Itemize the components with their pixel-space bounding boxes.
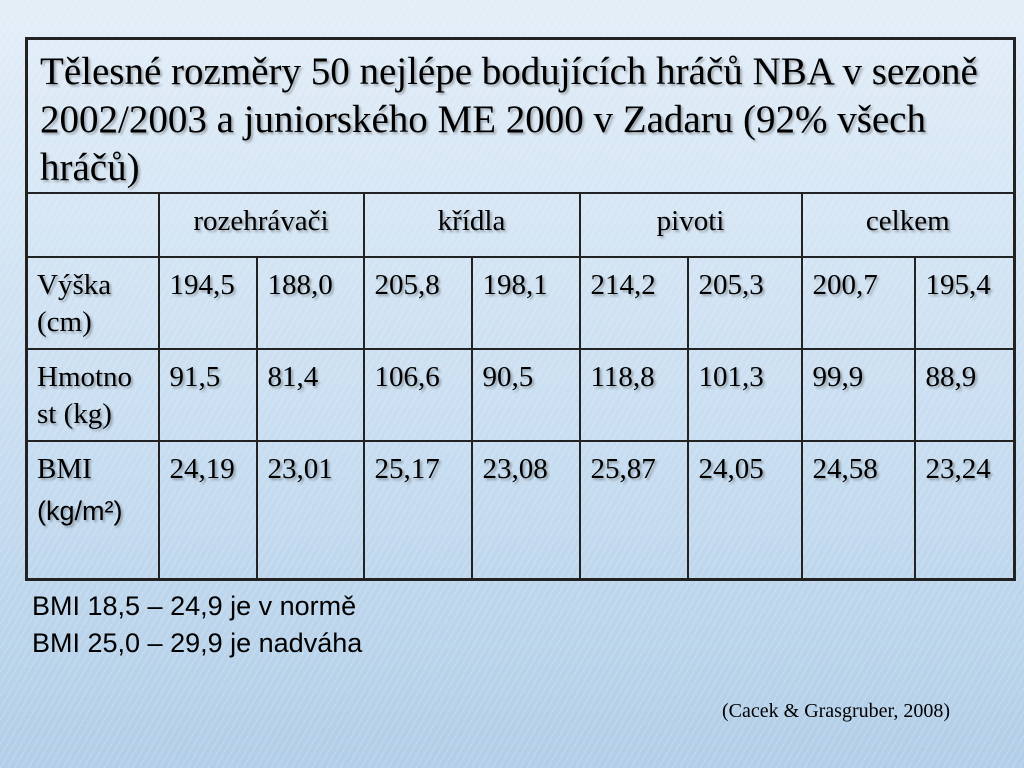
row-label-bmi: BMI (kg/m²)	[25, 440, 160, 580]
value-cell: 101,3	[686, 348, 803, 442]
value-cell: 88,9	[913, 348, 1016, 442]
value-cell: 23,01	[255, 440, 365, 580]
row-label-unit: st (kg)	[37, 398, 112, 430]
value-cell: 205,3	[686, 256, 803, 350]
row-label-line: Výška	[37, 269, 112, 301]
value-cell: 25,17	[362, 440, 473, 580]
row-label-line: Hmotno	[37, 361, 133, 393]
row-label-unit: (cm)	[37, 306, 92, 338]
group-header-rozehravaci: rozehrávači	[157, 192, 365, 258]
body-measurements-table: Tělesné rozměry 50 nejlépe bodujících hr…	[25, 37, 1017, 581]
row-label-weight: Hmotno st (kg)	[25, 348, 160, 442]
group-header-celkem: celkem	[800, 192, 1016, 258]
row-label-line: BMI	[37, 453, 92, 485]
value-cell: 81,4	[255, 348, 365, 442]
bmi-notes: BMI 18,5 – 24,9 je v normě BMI 25,0 – 29…	[32, 588, 362, 662]
slide-title: Tělesné rozměry 50 nejlépe bodujících hr…	[25, 37, 1016, 194]
value-cell: 24,58	[800, 440, 916, 580]
value-cell: 24,05	[686, 440, 803, 580]
value-cell: 198,1	[470, 256, 581, 350]
value-cell: 195,4	[913, 256, 1016, 350]
value-cell: 118,8	[578, 348, 689, 442]
value-cell: 188,0	[255, 256, 365, 350]
source-citation: (Cacek & Grasgruber, 2008)	[722, 700, 951, 722]
table-row-bmi: BMI (kg/m²) 24,19 23,01 25,17 23,08 25,8…	[25, 440, 1016, 580]
title-row: Tělesné rozměry 50 nejlépe bodujících hr…	[25, 37, 1016, 194]
empty-corner-cell	[25, 192, 160, 258]
table-row-weight: Hmotno st (kg) 91,5 81,4 106,6 90,5 118,…	[25, 348, 1016, 442]
value-cell: 214,2	[578, 256, 689, 350]
row-label-unit: (kg/m²)	[37, 496, 123, 526]
value-cell: 90,5	[470, 348, 581, 442]
value-cell: 99,9	[800, 348, 916, 442]
value-cell: 106,6	[362, 348, 473, 442]
header-row: rozehrávači křídla pivoti celkem	[25, 192, 1016, 258]
value-cell: 91,5	[157, 348, 258, 442]
value-cell: 205,8	[362, 256, 473, 350]
row-label-height: Výška (cm)	[25, 256, 160, 350]
group-header-pivoti: pivoti	[578, 192, 803, 258]
value-cell: 23,24	[913, 440, 1016, 580]
bmi-note-normal: BMI 18,5 – 24,9 je v normě	[32, 591, 357, 621]
value-cell: 24,19	[157, 440, 258, 580]
value-cell: 200,7	[800, 256, 916, 350]
value-cell: 25,87	[578, 440, 689, 580]
value-cell: 23,08	[470, 440, 581, 580]
value-cell: 194,5	[157, 256, 258, 350]
group-header-kridla: křídla	[362, 192, 581, 258]
bmi-note-overweight: BMI 25,0 – 29,9 je nadváha	[32, 628, 363, 658]
table-row-height: Výška (cm) 194,5 188,0 205,8 198,1 214,2…	[25, 256, 1016, 350]
